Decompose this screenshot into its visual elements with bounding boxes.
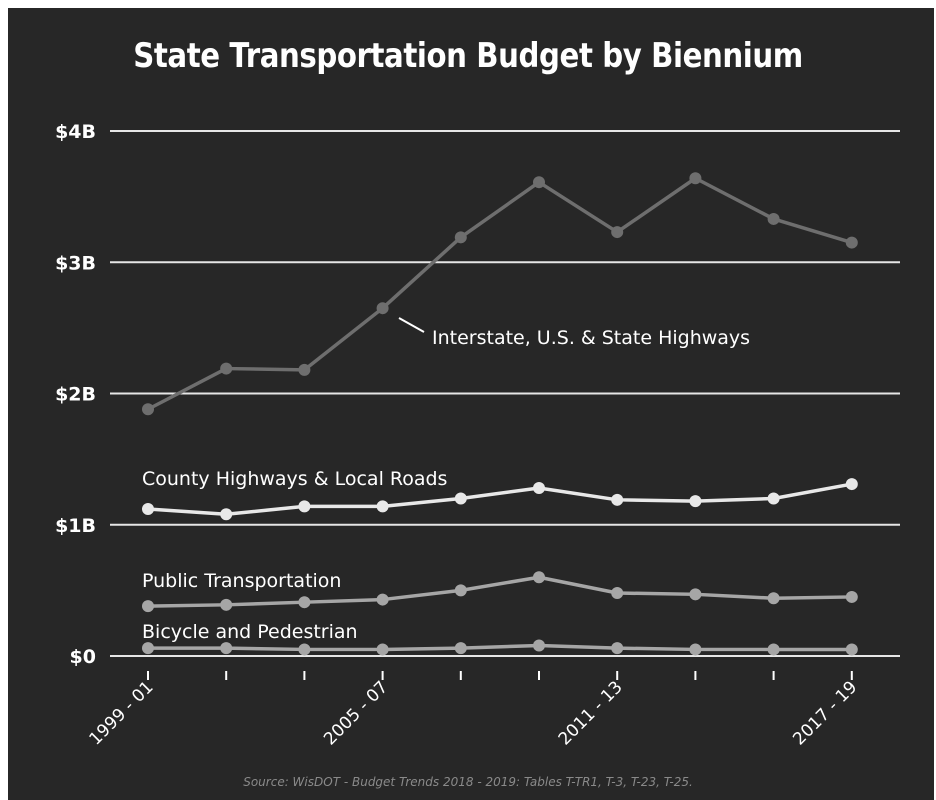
series-2 xyxy=(142,571,858,613)
series-1 xyxy=(142,478,858,521)
data-point xyxy=(298,596,311,609)
data-point xyxy=(689,643,702,656)
data-point xyxy=(533,571,545,584)
series-label: Interstate, U.S. & State Highways xyxy=(432,327,750,349)
label-leader-line xyxy=(398,317,425,333)
y-tick-label: $2B xyxy=(55,384,96,406)
data-point xyxy=(142,642,154,655)
data-point xyxy=(298,643,311,656)
series-line xyxy=(147,176,853,411)
y-tick-label: $1B xyxy=(55,515,96,537)
series-label: County Highways & Local Roads xyxy=(142,468,447,490)
chart-title: State Transportation Budget by Biennium xyxy=(133,36,803,76)
data-point xyxy=(454,642,467,655)
data-point xyxy=(767,492,780,505)
chart-background xyxy=(8,8,934,800)
source-note: Source: WisDOT - Budget Trends 2018 - 20… xyxy=(243,775,693,789)
y-tick-label: $0 xyxy=(70,646,96,668)
data-point xyxy=(611,226,624,239)
series-group xyxy=(142,172,858,656)
y-tick-labels: $0 $1B $2B $3B $4B xyxy=(55,121,96,668)
x-ticks: 1999 - 01 2005 - 07 2011 - 13 2017 - 19 xyxy=(86,671,861,749)
x-tick-label: 2017 - 19 xyxy=(789,677,861,749)
data-point xyxy=(376,302,389,315)
data-point xyxy=(845,478,858,491)
data-point xyxy=(220,598,233,611)
data-point xyxy=(845,643,858,656)
data-point xyxy=(142,503,154,515)
series-labels: Interstate, U.S. & State Highways County … xyxy=(142,317,750,643)
series-line xyxy=(148,643,852,652)
data-point xyxy=(611,587,624,599)
data-point xyxy=(454,231,467,244)
series-line xyxy=(147,575,852,608)
data-point xyxy=(533,482,545,494)
data-point xyxy=(298,363,311,376)
data-point xyxy=(689,172,702,185)
series-0 xyxy=(142,172,858,416)
data-point xyxy=(376,643,389,656)
grid-lines xyxy=(110,130,900,657)
data-point xyxy=(845,236,858,249)
data-point xyxy=(220,362,233,375)
y-tick-label: $4B xyxy=(55,121,96,143)
data-point xyxy=(454,584,467,597)
data-point xyxy=(845,590,858,603)
series-label: Bicycle and Pedestrian xyxy=(142,621,358,643)
data-point xyxy=(220,642,233,655)
series-label: Public Transportation xyxy=(142,570,341,592)
data-point xyxy=(142,600,154,613)
data-point xyxy=(533,639,545,652)
data-point xyxy=(376,593,389,606)
y-tick-label: $3B xyxy=(55,252,96,274)
x-tick-label: 2011 - 13 xyxy=(555,677,627,749)
data-point xyxy=(454,492,467,505)
data-point xyxy=(376,500,389,513)
data-point xyxy=(220,508,233,521)
data-point xyxy=(689,495,702,508)
series-line xyxy=(147,482,853,516)
x-tick-label: 2005 - 07 xyxy=(320,677,392,749)
data-point xyxy=(533,176,545,189)
data-point xyxy=(767,643,780,656)
data-point xyxy=(767,592,780,605)
data-point xyxy=(689,588,702,601)
data-point xyxy=(142,403,154,416)
data-point xyxy=(767,212,780,225)
x-tick-label: 1999 - 01 xyxy=(86,677,158,749)
data-point xyxy=(611,493,624,506)
data-point xyxy=(298,500,311,513)
series-3 xyxy=(142,639,858,656)
data-point xyxy=(611,642,624,655)
